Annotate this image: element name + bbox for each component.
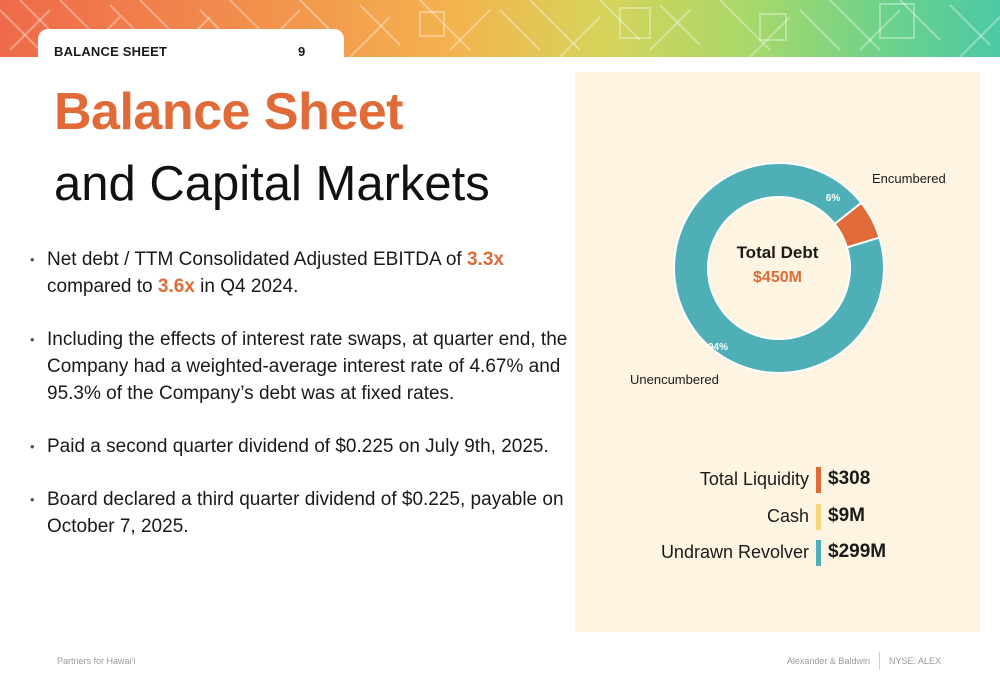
donut-slice-unencumbered xyxy=(674,163,884,373)
debt-donut-chart: 6% 94% xyxy=(575,72,980,412)
liquidity-bar xyxy=(816,467,821,493)
slice-percent-label: 94% xyxy=(708,342,728,353)
liquidity-label: Cash xyxy=(767,506,809,527)
highlight-value: 3.3x xyxy=(467,249,504,270)
page-number: 9 xyxy=(298,44,305,59)
title-main: and Capital Markets xyxy=(54,156,490,212)
donut-center-value: $450M xyxy=(575,269,980,287)
liquidity-row-revolver: Undrawn Revolver $299M xyxy=(575,540,980,568)
section-label: BALANCE SHEET xyxy=(54,44,167,59)
bullet-text: compared to xyxy=(47,276,158,297)
bullet-text: Board declared a third quarter dividend … xyxy=(47,489,564,537)
liquidity-value: $299M xyxy=(828,541,886,563)
liquidity-row-total: Total Liquidity $308 xyxy=(575,467,980,495)
footer-ticker: NYSE: ALEX xyxy=(889,656,941,666)
section-tab: BALANCE SHEET 9 xyxy=(38,29,344,63)
liquidity-label: Total Liquidity xyxy=(700,469,809,490)
debt-panel: 6% 94% Total Debt $450M Encumbered Unencu… xyxy=(575,72,980,632)
bullet-text: Paid a second quarter dividend of $0.225… xyxy=(47,436,549,457)
liquidity-value: $308 xyxy=(828,468,870,490)
liquidity-value: $9M xyxy=(828,505,865,527)
footer-divider xyxy=(879,652,880,670)
legend-label-encumbered: Encumbered xyxy=(872,171,946,186)
liquidity-bar xyxy=(816,540,821,566)
bullet-text: Net debt / TTM Consolidated Adjusted EBI… xyxy=(47,249,467,270)
legend-label-unencumbered: Unencumbered xyxy=(630,372,719,387)
slice-percent-label: 6% xyxy=(826,193,841,204)
bullet-item-dividend-declared: Board declared a third quarter dividend … xyxy=(30,486,570,540)
bullet-list: Net debt / TTM Consolidated Adjusted EBI… xyxy=(30,246,570,566)
bullet-item-dividend-paid: Paid a second quarter dividend of $0.225… xyxy=(30,433,570,460)
bullet-item-ebitda: Net debt / TTM Consolidated Adjusted EBI… xyxy=(30,246,570,300)
liquidity-row-cash: Cash $9M xyxy=(575,504,980,532)
title-accent: Balance Sheet xyxy=(54,84,403,140)
highlight-value: 3.6x xyxy=(158,276,195,297)
liquidity-bar xyxy=(816,504,821,530)
footer-tagline: Partners for Hawaiʻi xyxy=(57,656,136,666)
footer-company: Alexander & Baldwin NYSE: ALEX xyxy=(787,652,941,670)
bullet-text: in Q4 2024. xyxy=(195,276,299,297)
donut-center-label: Total Debt xyxy=(575,243,980,263)
liquidity-label: Undrawn Revolver xyxy=(661,542,809,563)
bullet-text: Including the effects of interest rate s… xyxy=(47,329,567,404)
bullet-item-interest: Including the effects of interest rate s… xyxy=(30,326,570,407)
footer-company-name: Alexander & Baldwin xyxy=(787,656,870,666)
